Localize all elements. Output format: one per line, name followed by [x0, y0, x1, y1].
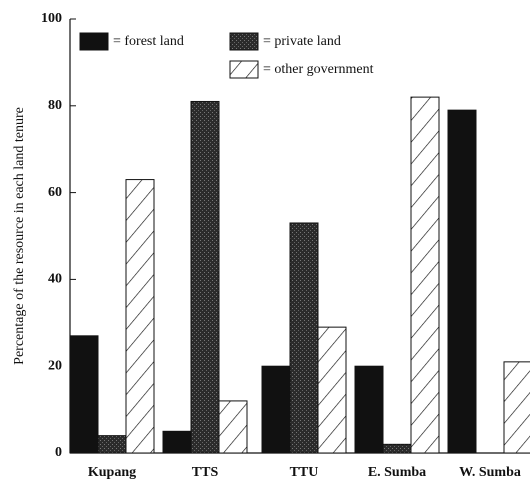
legend-label: = private land [263, 34, 341, 49]
bar [97, 435, 127, 454]
legend-swatch [79, 32, 109, 51]
bar [69, 335, 99, 454]
y-tick-label: 100 [41, 11, 62, 26]
bar [162, 430, 192, 454]
x-tick-label: E. Sumba [368, 465, 426, 480]
bar [354, 365, 384, 454]
bar [447, 109, 477, 454]
x-tick-label: TTU [290, 465, 319, 480]
y-tick-label: 0 [55, 445, 62, 460]
y-tick-label: 20 [48, 358, 62, 373]
legend-label: = forest land [113, 34, 184, 49]
legend-label: = other government [263, 62, 374, 77]
bar [503, 361, 530, 454]
x-tick-label: W. Sumba [459, 465, 521, 480]
bar [190, 100, 220, 454]
x-tick-label: TTS [192, 465, 219, 480]
legend-swatch [229, 60, 259, 79]
x-tick-label: Kupang [88, 465, 136, 480]
bar [261, 365, 291, 454]
y-tick-label: 80 [48, 98, 62, 113]
y-tick-label: 40 [48, 272, 62, 287]
bar [410, 96, 440, 454]
bar [317, 326, 347, 454]
bar [289, 222, 319, 454]
bar [218, 400, 248, 454]
legend-swatch [229, 32, 259, 51]
bar [125, 179, 155, 454]
y-axis-label: Percentage of the resource in each land … [12, 107, 27, 365]
bar [382, 443, 412, 454]
y-tick-label: 60 [48, 185, 62, 200]
